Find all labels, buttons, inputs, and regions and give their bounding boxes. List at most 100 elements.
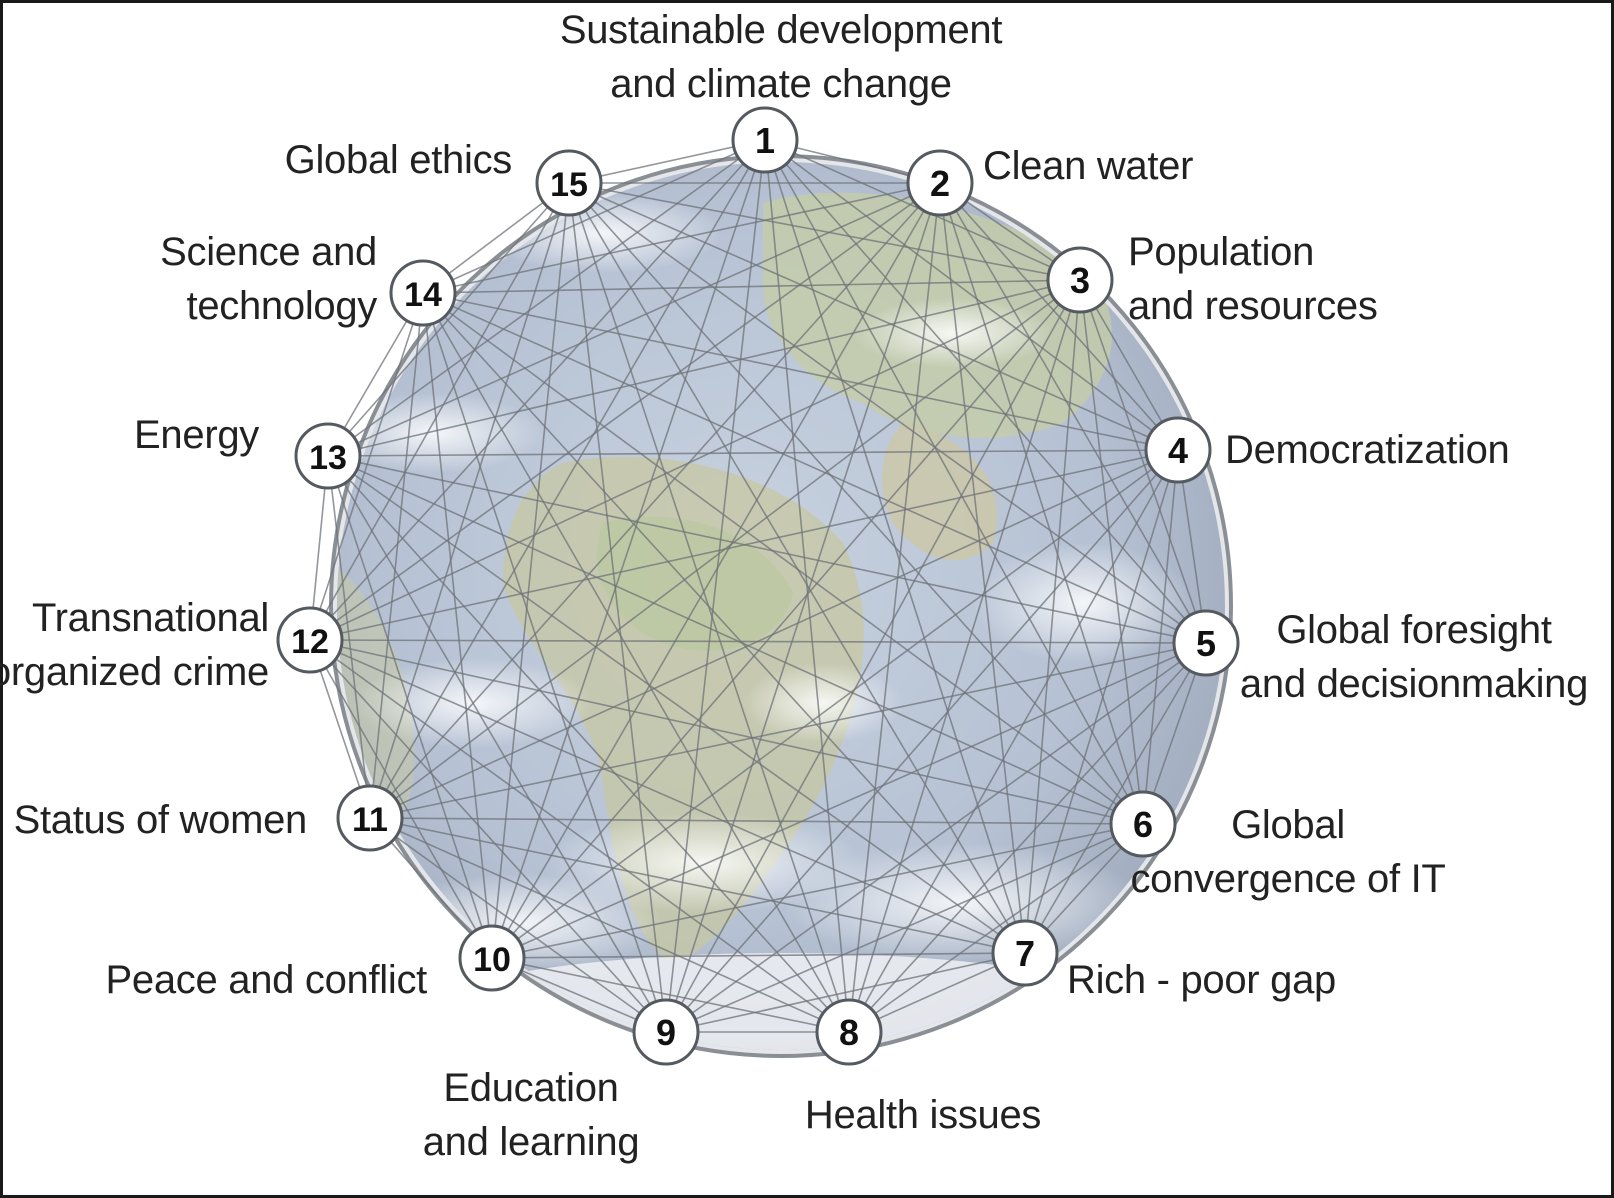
connection-line-8-14 xyxy=(422,292,850,1033)
connection-line-6-10 xyxy=(491,823,1144,959)
node-circle-14 xyxy=(389,259,457,327)
connection-line-5-9 xyxy=(665,642,1207,1033)
node-label-line: Transnational xyxy=(32,596,269,640)
connection-line-1-12 xyxy=(309,139,766,641)
node-label-line: Education xyxy=(443,1066,619,1110)
node-circle-6 xyxy=(1109,790,1177,858)
node-circle-3 xyxy=(1046,246,1114,314)
node-label-10: Peace and conflict xyxy=(105,953,428,1007)
connection-line-11-14 xyxy=(369,292,424,819)
node-label-line: and resources xyxy=(1128,284,1378,328)
node-3: 3 xyxy=(1046,246,1114,314)
connection-line-7-9 xyxy=(665,952,1026,1033)
connection-line-7-12 xyxy=(309,639,1026,954)
node-label-12: Transnational organized crime xyxy=(0,591,269,699)
connection-line-9-15 xyxy=(568,182,667,1033)
connection-line-8-10 xyxy=(491,957,850,1033)
node-15: 15 xyxy=(535,149,603,217)
connection-line-4-15 xyxy=(568,182,1179,451)
connection-line-6-15 xyxy=(568,182,1144,825)
node-label-line: Peace and conflict xyxy=(105,958,428,1002)
node-label-line: Democratization xyxy=(1225,428,1510,472)
connection-line-3-15 xyxy=(568,182,1081,281)
node-label-7: Rich - poor gap xyxy=(1067,953,1336,1007)
connection-line-5-15 xyxy=(568,182,1207,644)
connection-line-1-14 xyxy=(422,139,766,294)
node-label-line: and decisionmaking xyxy=(1239,662,1589,706)
node-number-1: 1 xyxy=(755,120,775,161)
node-label-line: technology xyxy=(186,284,378,328)
connection-line-2-9 xyxy=(665,182,941,1033)
node-label-line: convergence of IT xyxy=(1130,857,1446,901)
connection-line-3-12 xyxy=(309,279,1081,641)
connection-line-3-13 xyxy=(327,279,1081,457)
connection-line-1-5 xyxy=(764,139,1207,644)
node-7: 7 xyxy=(991,919,1059,987)
node-label-line: Global ethics xyxy=(284,138,513,182)
node-6: 6 xyxy=(1109,790,1177,858)
node-number-6: 6 xyxy=(1133,804,1153,845)
connection-line-3-14 xyxy=(422,279,1081,294)
connection-line-7-14 xyxy=(422,292,1026,954)
connection-line-10-12 xyxy=(309,639,493,959)
connection-line-4-7 xyxy=(1024,449,1179,954)
connection-line-9-14 xyxy=(422,292,667,1033)
node-label-line: Status of women xyxy=(13,798,308,842)
connection-line-4-9 xyxy=(665,449,1179,1033)
connection-line-5-14 xyxy=(422,292,1207,644)
node-label-8: Health issues xyxy=(805,1088,1042,1142)
node-label-6: Global convergence of IT xyxy=(1123,798,1453,906)
connection-line-1-6 xyxy=(764,139,1144,825)
node-number-7: 7 xyxy=(1015,933,1035,974)
connection-line-4-13 xyxy=(327,449,1179,457)
node-number-4: 4 xyxy=(1168,430,1188,471)
node-10: 10 xyxy=(458,924,526,992)
node-circle-4 xyxy=(1144,416,1212,484)
connection-line-9-11 xyxy=(369,817,667,1033)
connection-line-3-5 xyxy=(1079,279,1207,644)
connection-line-12-14 xyxy=(309,292,424,641)
node-12: 12 xyxy=(276,606,344,674)
node-number-12: 12 xyxy=(291,623,329,661)
node-label-line: organized crime xyxy=(0,650,269,694)
node-5: 5 xyxy=(1172,609,1240,677)
connection-line-2-6 xyxy=(939,182,1144,825)
node-number-2: 2 xyxy=(930,163,950,204)
connection-line-10-14 xyxy=(422,292,493,959)
connection-line-7-15 xyxy=(568,182,1026,954)
node-circle-11 xyxy=(336,784,404,852)
connection-line-2-13 xyxy=(327,182,941,457)
connection-line-8-12 xyxy=(309,639,850,1033)
node-number-5: 5 xyxy=(1196,623,1216,664)
node-label-line: Global foresight xyxy=(1276,608,1552,652)
node-label-line: and climate change xyxy=(610,62,952,106)
connection-line-5-7 xyxy=(1024,642,1207,954)
connection-line-3-7 xyxy=(1024,279,1081,954)
node-label-2: Clean water xyxy=(983,139,1193,193)
node-label-line: and learning xyxy=(422,1120,640,1164)
connection-line-6-8 xyxy=(848,823,1144,1033)
node-1: 1 xyxy=(731,106,799,174)
connection-line-9-12 xyxy=(309,639,667,1033)
node-circle-9 xyxy=(632,998,700,1066)
connection-line-4-10 xyxy=(491,449,1179,959)
node-label-line: Science and xyxy=(160,230,377,274)
node-number-3: 3 xyxy=(1070,260,1090,301)
connection-line-8-15 xyxy=(568,182,850,1033)
node-circle-13 xyxy=(294,422,362,490)
connection-line-3-6 xyxy=(1079,279,1144,825)
connection-line-6-12 xyxy=(309,639,1144,825)
node-13: 13 xyxy=(294,422,362,490)
connection-line-1-11 xyxy=(369,139,766,819)
connection-line-10-13 xyxy=(327,455,493,959)
connection-line-5-8 xyxy=(848,642,1207,1033)
node-number-13: 13 xyxy=(309,439,347,477)
node-circle-1 xyxy=(731,106,799,174)
connection-line-2-11 xyxy=(369,182,941,819)
connection-line-13-15 xyxy=(327,182,570,457)
node-label-13: Energy xyxy=(134,408,259,462)
connection-line-10-15 xyxy=(491,182,570,959)
